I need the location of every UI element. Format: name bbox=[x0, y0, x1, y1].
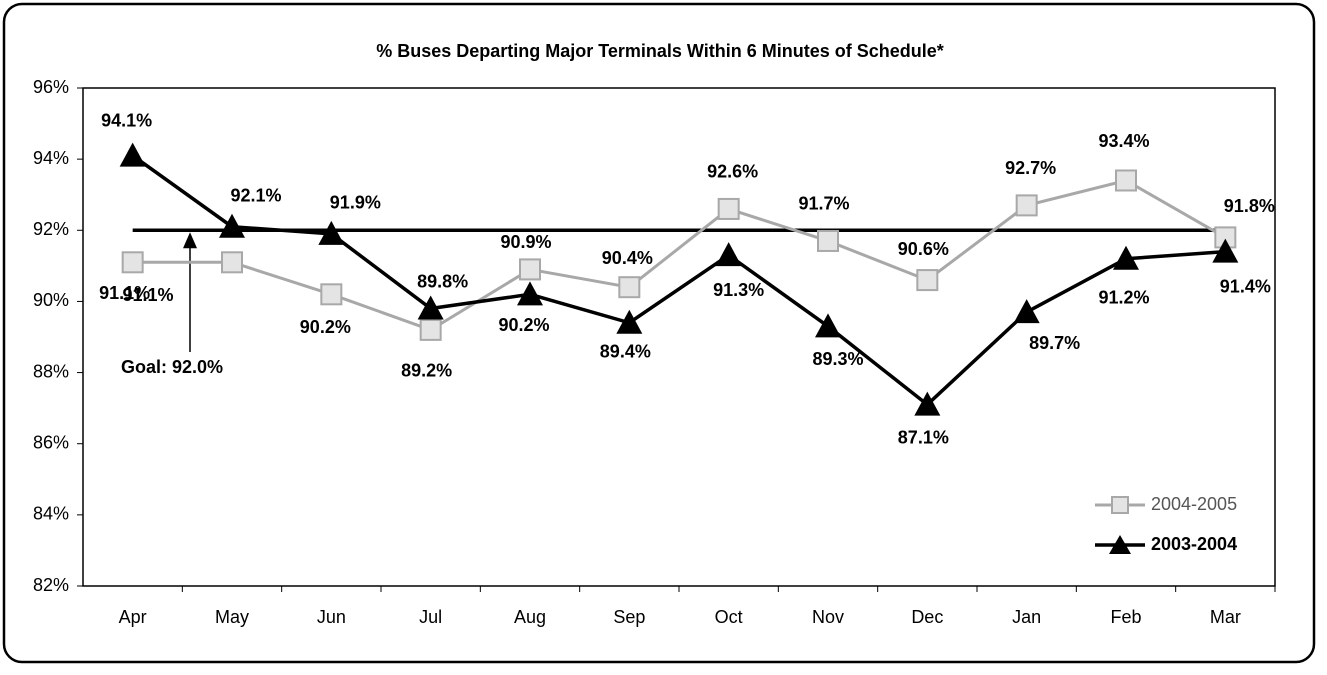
data-label: 87.1% bbox=[898, 427, 949, 447]
y-tick-label: 88% bbox=[33, 361, 69, 381]
data-label: 89.2% bbox=[401, 361, 452, 381]
marker bbox=[519, 258, 541, 281]
data-label: 93.4% bbox=[1098, 131, 1149, 151]
x-tick-label: Sep bbox=[613, 607, 645, 627]
x-tick-label: Feb bbox=[1110, 607, 1141, 627]
marker bbox=[121, 251, 144, 274]
data-label: 89.4% bbox=[600, 342, 651, 362]
data-label: 92.1% bbox=[230, 185, 281, 205]
x-tick-label: Jan bbox=[1012, 607, 1041, 627]
marker bbox=[119, 142, 146, 167]
data-label: 89.3% bbox=[812, 349, 863, 369]
marker bbox=[914, 391, 941, 416]
data-label: 90.6% bbox=[898, 239, 949, 259]
data-label: 90.4% bbox=[602, 248, 653, 268]
marker bbox=[916, 269, 939, 292]
data-label: 89.7% bbox=[1029, 333, 1080, 353]
marker bbox=[1115, 169, 1137, 192]
marker bbox=[618, 276, 641, 299]
data-label: 91.1% bbox=[99, 283, 150, 303]
x-tick-label: Oct bbox=[715, 607, 743, 627]
data-label: 90.2% bbox=[300, 317, 351, 337]
marker bbox=[419, 318, 442, 341]
data-label: 91.4% bbox=[1220, 276, 1271, 296]
x-tick-label: May bbox=[215, 607, 249, 627]
marker bbox=[1013, 299, 1040, 324]
data-label: 91.3% bbox=[713, 280, 764, 300]
data-label: 91.7% bbox=[798, 194, 849, 214]
legend-marker bbox=[1109, 535, 1131, 554]
marker bbox=[221, 251, 243, 274]
goal-arrowhead bbox=[183, 232, 197, 249]
data-label: 92.6% bbox=[707, 162, 758, 182]
chart-title: % Buses Departing Major Terminals Within… bbox=[376, 41, 944, 61]
x-tick-label: Nov bbox=[812, 607, 844, 627]
data-label: 91.1% bbox=[122, 285, 173, 305]
marker bbox=[1113, 245, 1139, 270]
marker bbox=[817, 229, 839, 252]
x-tick-label: Jun bbox=[317, 607, 346, 627]
legend-marker bbox=[1111, 496, 1129, 514]
marker bbox=[616, 309, 643, 334]
y-tick-label: 96% bbox=[33, 77, 69, 97]
data-label: 90.2% bbox=[498, 315, 549, 335]
data-label: 90.9% bbox=[500, 232, 551, 252]
y-tick-label: 90% bbox=[33, 290, 69, 310]
marker bbox=[320, 283, 343, 306]
marker bbox=[219, 213, 245, 238]
marker bbox=[1212, 238, 1239, 263]
series-line bbox=[131, 154, 1226, 407]
marker bbox=[517, 281, 543, 306]
data-label: 89.8% bbox=[417, 271, 468, 291]
marker bbox=[1015, 194, 1038, 217]
data-label: 91.9% bbox=[330, 193, 381, 213]
marker bbox=[715, 242, 742, 267]
legend-label: 2003-2004 bbox=[1151, 534, 1237, 554]
data-label: 91.8% bbox=[1224, 196, 1275, 216]
x-tick-label: Dec bbox=[911, 607, 943, 627]
x-tick-label: Aug bbox=[514, 607, 546, 627]
legend-label: 2004-2005 bbox=[1151, 494, 1237, 514]
chart-frame bbox=[2, 2, 1316, 664]
y-tick-label: 82% bbox=[33, 575, 69, 595]
y-tick-label: 92% bbox=[33, 219, 69, 239]
series-line bbox=[132, 178, 1227, 332]
y-tick-label: 94% bbox=[33, 148, 69, 168]
x-tick-label: Jul bbox=[419, 607, 442, 627]
marker bbox=[417, 295, 444, 320]
marker bbox=[318, 220, 345, 245]
data-label: 92.7% bbox=[1005, 158, 1056, 178]
y-tick-label: 86% bbox=[33, 432, 69, 452]
marker bbox=[815, 313, 841, 338]
goal-label: Goal: 92.0% bbox=[121, 357, 223, 377]
x-tick-label: Apr bbox=[119, 607, 147, 627]
data-label: 91.2% bbox=[1098, 287, 1149, 307]
x-tick-label: Mar bbox=[1210, 607, 1241, 627]
y-tick-label: 84% bbox=[33, 504, 69, 524]
marker bbox=[717, 197, 740, 220]
data-label: 94.1% bbox=[101, 110, 152, 130]
